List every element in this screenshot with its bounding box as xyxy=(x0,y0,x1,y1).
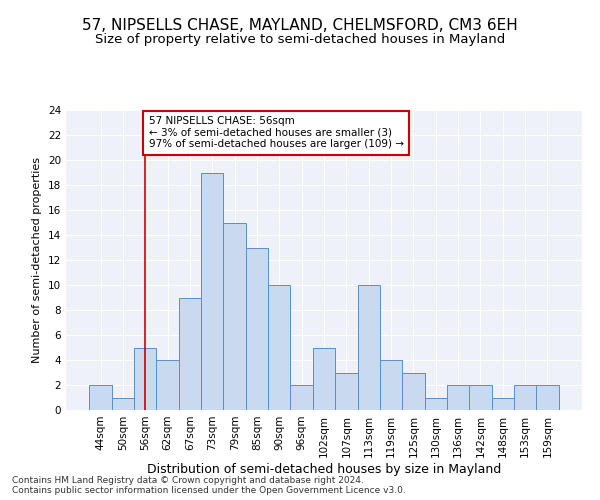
Bar xyxy=(268,285,290,410)
Text: 57 NIPSELLS CHASE: 56sqm
← 3% of semi-detached houses are smaller (3)
97% of sem: 57 NIPSELLS CHASE: 56sqm ← 3% of semi-de… xyxy=(149,116,404,150)
Bar xyxy=(134,348,157,410)
Bar xyxy=(514,385,536,410)
Bar xyxy=(536,385,559,410)
Text: 57, NIPSELLS CHASE, MAYLAND, CHELMSFORD, CM3 6EH: 57, NIPSELLS CHASE, MAYLAND, CHELMSFORD,… xyxy=(82,18,518,32)
Bar xyxy=(402,372,425,410)
Bar xyxy=(223,222,246,410)
Text: Size of property relative to semi-detached houses in Mayland: Size of property relative to semi-detach… xyxy=(95,32,505,46)
Text: Contains HM Land Registry data © Crown copyright and database right 2024.: Contains HM Land Registry data © Crown c… xyxy=(12,476,364,485)
Bar xyxy=(469,385,491,410)
X-axis label: Distribution of semi-detached houses by size in Mayland: Distribution of semi-detached houses by … xyxy=(147,462,501,475)
Y-axis label: Number of semi-detached properties: Number of semi-detached properties xyxy=(32,157,43,363)
Bar xyxy=(447,385,469,410)
Bar xyxy=(290,385,313,410)
Bar xyxy=(201,172,223,410)
Bar xyxy=(380,360,402,410)
Bar xyxy=(112,398,134,410)
Bar xyxy=(358,285,380,410)
Bar xyxy=(491,398,514,410)
Bar xyxy=(246,248,268,410)
Bar xyxy=(425,398,447,410)
Text: Contains public sector information licensed under the Open Government Licence v3: Contains public sector information licen… xyxy=(12,486,406,495)
Bar xyxy=(157,360,179,410)
Bar xyxy=(335,372,358,410)
Bar xyxy=(313,348,335,410)
Bar xyxy=(179,298,201,410)
Bar xyxy=(89,385,112,410)
